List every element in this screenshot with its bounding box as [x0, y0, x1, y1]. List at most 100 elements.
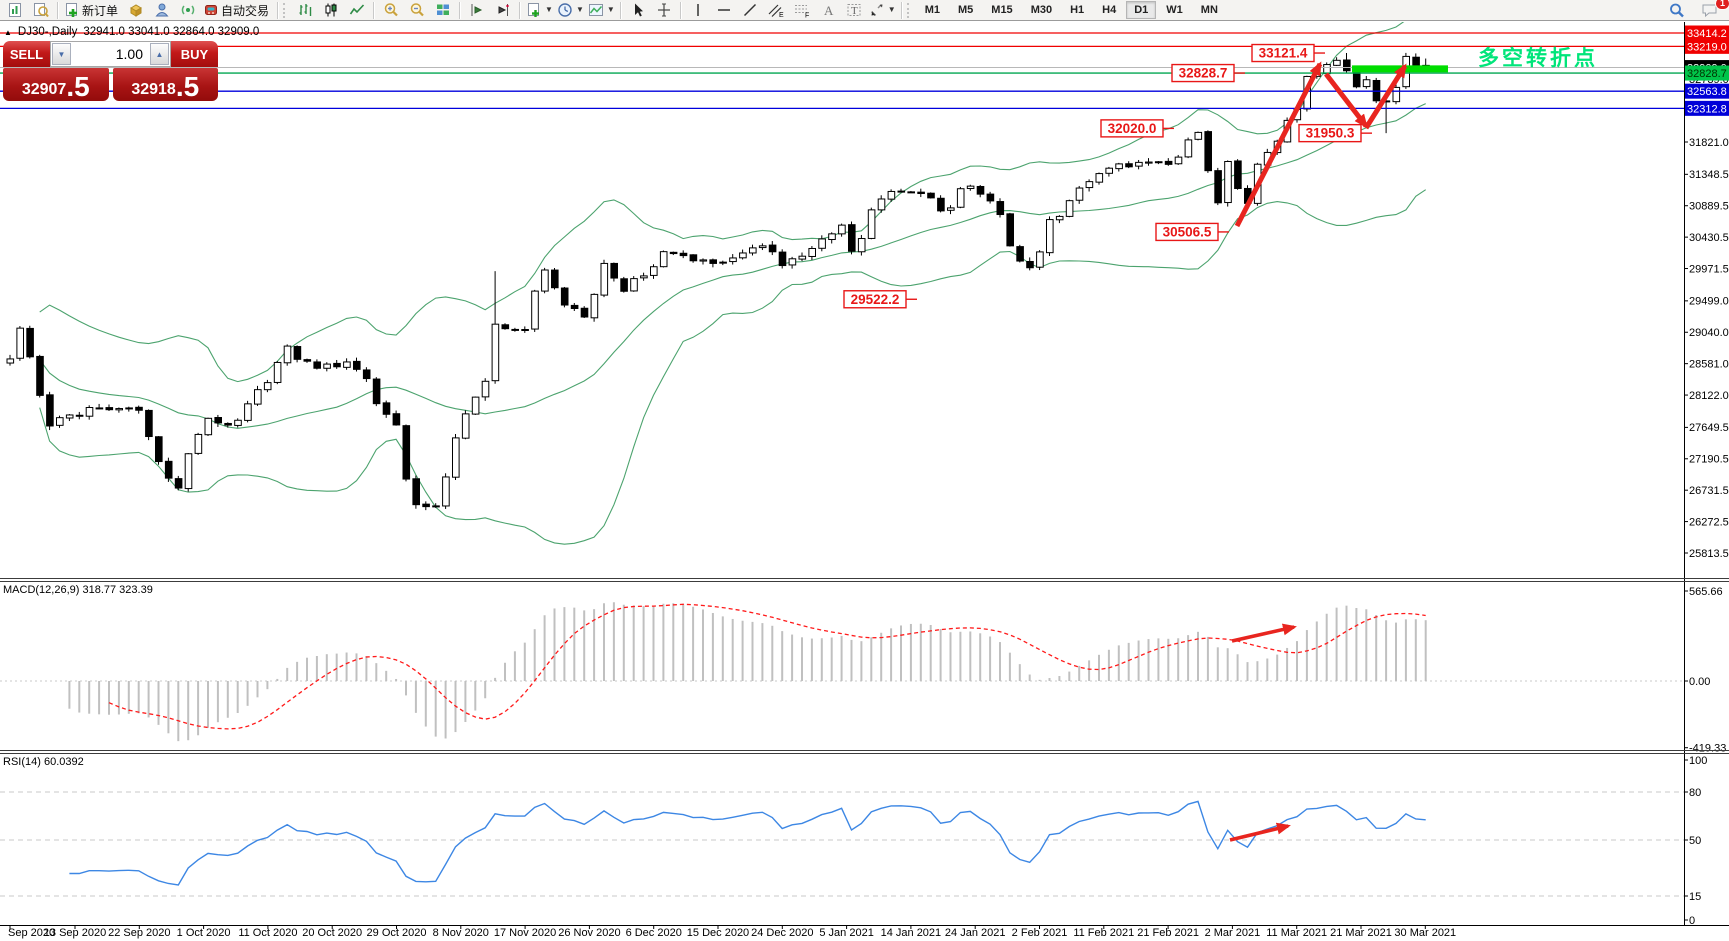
date-label: 22 Sep 2020 — [108, 927, 170, 939]
autotrading-button[interactable]: 自动交易 — [201, 1, 274, 20]
indicators-icon[interactable]: ▼ — [524, 1, 555, 20]
text-label-icon[interactable]: T — [841, 1, 867, 20]
price-callout-33121.4[interactable]: 33121.4 — [1251, 43, 1325, 63]
indicators-caret-icon[interactable]: ▼ — [545, 5, 553, 14]
candlestick-chart-icon[interactable] — [318, 1, 344, 20]
date-label: 2 Mar 2021 — [1205, 927, 1261, 939]
timeframe-m1[interactable]: M1 — [924, 4, 940, 16]
timeframe-m5[interactable]: M5 — [958, 4, 974, 16]
arrows-icon[interactable]: ▼ — [867, 1, 898, 20]
symbol-marker-icon: ▲ — [4, 27, 12, 37]
svg-text:26272.5: 26272.5 — [1689, 516, 1729, 528]
trend-arrow-2[interactable] — [1324, 72, 1368, 129]
vertical-line-icon[interactable] — [685, 1, 711, 20]
sell-button[interactable]: SELL — [3, 41, 50, 67]
svg-text:0.00: 0.00 — [1689, 676, 1710, 688]
templates-caret-icon[interactable]: ▼ — [606, 5, 615, 14]
timeframe-h4[interactable]: H4 — [1102, 4, 1117, 16]
main-price-panel: 33121.4 32828.7 32020.0 31950.3 30506.5 29522… — [0, 22, 1684, 545]
sell-price-frac: .5 — [66, 70, 90, 102]
rsi-line — [69, 800, 1426, 886]
svg-text:0: 0 — [1689, 915, 1695, 927]
periods-icon[interactable]: ▼ — [555, 1, 586, 20]
svg-text:28122.0: 28122.0 — [1689, 390, 1729, 402]
macd-panel — [0, 602, 1684, 742]
price-callout-30506.5[interactable]: 30506.5 — [1155, 222, 1229, 242]
signal-icon[interactable] — [175, 1, 201, 20]
volume-increase-button[interactable]: ▲ — [150, 43, 169, 65]
chart-background — [0, 21, 1729, 941]
new-order-button[interactable]: 新订单 — [62, 1, 123, 20]
macd-trend-arrow[interactable] — [1231, 623, 1297, 643]
zoom-in-icon[interactable] — [378, 1, 404, 20]
price-callout-32020.0[interactable]: 32020.0 — [1100, 119, 1174, 138]
svg-text:565.66: 565.66 — [1689, 586, 1723, 598]
periods-caret-icon[interactable]: ▼ — [575, 5, 584, 14]
chat-icon[interactable]: 1 — [1697, 0, 1729, 20]
chart-shift-icon[interactable] — [490, 1, 516, 20]
svg-text:33219.0: 33219.0 — [1687, 41, 1727, 53]
date-label: 11 Oct 2020 — [238, 927, 297, 939]
date-label: 2 Feb 2021 — [1012, 927, 1068, 939]
chart-window-icon[interactable] — [2, 1, 28, 20]
volume-decrease-button[interactable]: ▼ — [52, 43, 71, 65]
axis-price-box-33219.0: 33219.0 — [1685, 38, 1729, 54]
history-box-icon[interactable] — [123, 1, 149, 20]
svg-text:30430.5: 30430.5 — [1689, 232, 1729, 244]
candlesticks — [6, 52, 1430, 511]
bollinger-upper-band — [39, 22, 1405, 383]
svg-text:50: 50 — [1689, 835, 1701, 847]
search-icon[interactable] — [1663, 1, 1689, 20]
tile-windows-icon[interactable] — [430, 1, 456, 20]
line-chart-icon[interactable] — [344, 1, 370, 20]
pivot-annotation-text[interactable]: 多空转折点 — [1478, 47, 1598, 70]
price-callout-31950.3[interactable]: 31950.3 — [1298, 123, 1372, 143]
svg-text:E: E — [779, 12, 784, 18]
bollinger-lower-band — [39, 189, 1427, 545]
crosshair-icon[interactable] — [651, 1, 677, 20]
timeframe-m30[interactable]: M30 — [1030, 4, 1053, 16]
fibonacci-icon[interactable]: F — [789, 1, 815, 20]
new-order-label: 新订单 — [82, 3, 119, 18]
horizontal-line-icon[interactable] — [711, 1, 737, 20]
timeframe-switcher: M1 M5 M15 M30 H1 H4 D1 W1 MN — [916, 1, 1227, 19]
svg-text:F: F — [805, 13, 809, 19]
arrows-caret-icon[interactable]: ▼ — [887, 5, 896, 14]
sell-price-display[interactable]: 32907 .5 — [3, 68, 109, 101]
trend-arrow-3[interactable] — [1363, 63, 1408, 130]
price-callout-32828.7[interactable]: 32828.7 — [1171, 63, 1245, 83]
accounts-icon[interactable] — [149, 1, 175, 20]
timeframe-h1[interactable]: H1 — [1070, 4, 1085, 16]
trend-arrow-1[interactable] — [1234, 61, 1323, 228]
templates-icon[interactable]: ▼ — [586, 1, 617, 20]
date-label: 20 Oct 2020 — [302, 927, 362, 939]
auto-scroll-icon[interactable] — [464, 1, 490, 20]
ohlc-values: 32941.0 33041.0 32864.0 32909.0 — [83, 26, 260, 38]
bars-chart-icon[interactable] — [292, 1, 318, 20]
rsi-trend-arrow[interactable] — [1229, 822, 1291, 842]
timeframe-w1[interactable]: W1 — [1166, 4, 1183, 16]
timeframe-d1[interactable]: D1 — [1126, 1, 1157, 19]
bollinger-middle-band — [39, 103, 1426, 429]
preview-icon[interactable] — [28, 1, 54, 20]
volume-input[interactable]: 1.00 — [115, 46, 143, 62]
channel-icon[interactable]: E — [763, 1, 789, 20]
macd-indicator-label: MACD(12,26,9) 318.77 323.39 — [3, 584, 153, 596]
notification-badge[interactable]: 1 — [1714, 0, 1729, 10]
cursor-icon[interactable] — [625, 1, 651, 20]
svg-text:32020.0: 32020.0 — [1108, 121, 1157, 136]
buy-button[interactable]: BUY — [171, 41, 218, 67]
buy-price-display[interactable]: 32918 .5 — [112, 68, 218, 101]
timeframe-m15[interactable]: M15 — [991, 4, 1013, 16]
price-callout-29522.2[interactable]: 29522.2 — [843, 290, 917, 309]
text-icon[interactable]: A — [815, 1, 841, 20]
trendline-icon[interactable] — [737, 1, 763, 20]
svg-text:26731.5: 26731.5 — [1689, 485, 1729, 497]
zoom-out-icon[interactable] — [404, 1, 430, 20]
timeframe-mn[interactable]: MN — [1200, 4, 1218, 16]
svg-text:27190.5: 27190.5 — [1689, 454, 1729, 466]
axis-price-box-32563.8: 32563.8 — [1685, 83, 1729, 99]
